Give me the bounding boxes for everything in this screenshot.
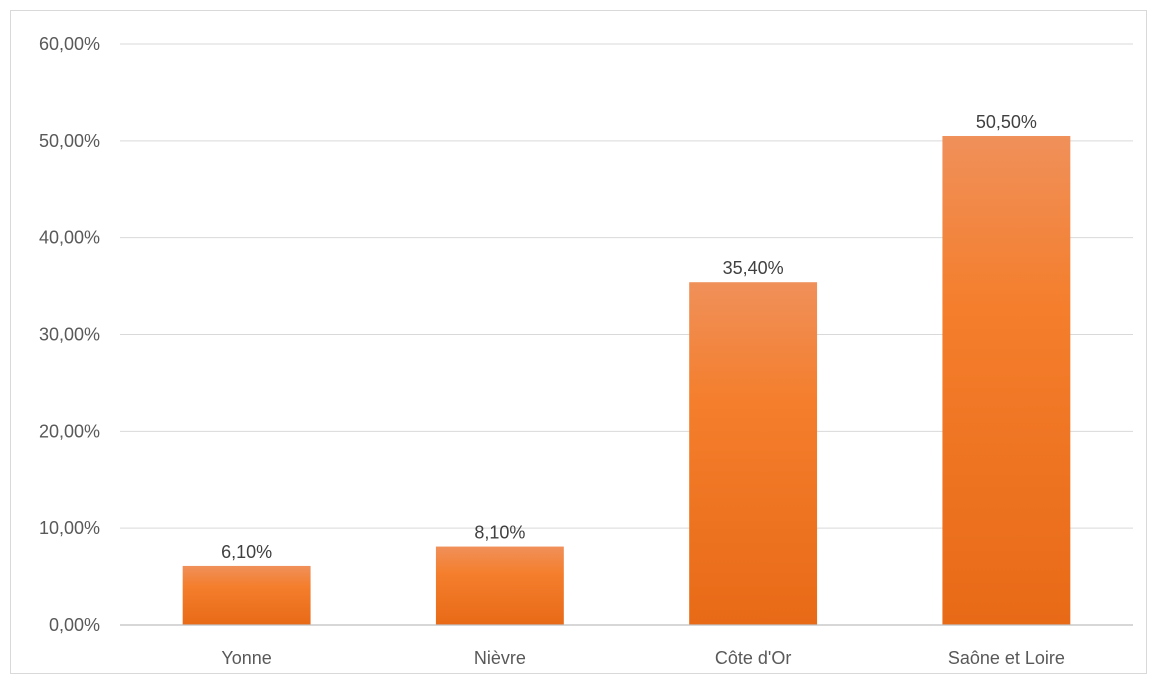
y-tick-label: 50,00%: [39, 131, 100, 151]
bar: [942, 135, 1071, 625]
y-tick-label: 30,00%: [39, 325, 100, 345]
y-tick-label: 20,00%: [39, 421, 100, 441]
x-tick-label: Yonne: [221, 648, 271, 668]
y-axis-tick-labels: 0,00% 10,00% 20,00% 30,00% 40,00% 50,00% 60,00…: [39, 34, 100, 635]
bars: [182, 135, 1071, 625]
x-tick-label: Nièvre: [474, 648, 526, 668]
y-tick-label: 10,00%: [39, 518, 100, 538]
bar: [689, 282, 818, 625]
data-label: 6,10%: [221, 542, 272, 562]
y-tick-label: 60,00%: [39, 34, 100, 54]
y-tick-label: 40,00%: [39, 228, 100, 248]
x-axis-tick-labels: Yonne Nièvre Côte d'Or Saône et Loire: [221, 648, 1065, 668]
data-label: 8,10%: [474, 523, 525, 543]
bar: [435, 546, 564, 625]
data-label: 35,40%: [723, 258, 784, 278]
x-tick-label: Saône et Loire: [948, 648, 1065, 668]
x-tick-label: Côte d'Or: [715, 648, 791, 668]
bar: [182, 565, 311, 625]
data-labels: 6,10% 8,10% 35,40% 50,50%: [221, 112, 1037, 562]
y-tick-label: 0,00%: [49, 615, 100, 635]
data-label: 50,50%: [976, 112, 1037, 132]
